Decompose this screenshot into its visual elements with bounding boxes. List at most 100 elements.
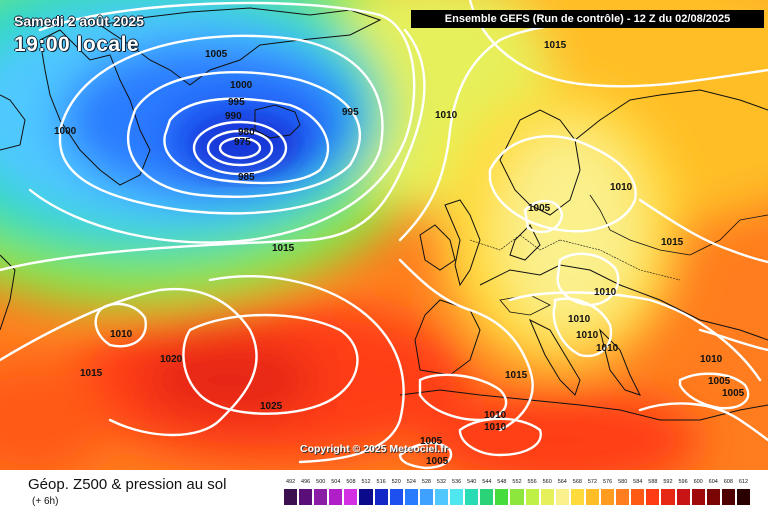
colorbar-label: 536 bbox=[452, 479, 462, 485]
copyright-text: Copyright © 2025 Meteociel.fr bbox=[300, 443, 448, 455]
colorbar-label: 592 bbox=[663, 479, 673, 485]
colorbar-swatch bbox=[601, 489, 615, 505]
colorbar-label: 568 bbox=[572, 479, 582, 485]
colorbar-label: 596 bbox=[678, 479, 688, 485]
colorbar-swatch bbox=[646, 489, 660, 505]
isobar-label: 1015 bbox=[544, 40, 567, 51]
isobar-label: 1025 bbox=[260, 401, 283, 412]
colorbar-swatch bbox=[631, 489, 645, 505]
pressure-labels: 1005 1000 995 990 980 975 985 995 1000 1… bbox=[54, 40, 745, 467]
colorbar-swatch bbox=[284, 489, 298, 505]
colorbar-label: 548 bbox=[497, 479, 507, 485]
isobar-label: 1010 bbox=[610, 182, 633, 193]
date-label: Samedi 2 août 2025 bbox=[14, 13, 144, 29]
isobar-label: 1005 bbox=[420, 436, 443, 447]
isobar-label: 1010 bbox=[594, 287, 617, 298]
colorbar-label: 600 bbox=[693, 479, 703, 485]
colorbar-swatch bbox=[480, 489, 494, 505]
colorbar-swatch bbox=[721, 489, 735, 505]
colorbar-label: 580 bbox=[618, 479, 628, 485]
colorbar-swatch bbox=[344, 489, 358, 505]
colorbar-swatch bbox=[419, 489, 433, 505]
isobar-label: 975 bbox=[234, 137, 251, 148]
model-run-title: Ensemble GEFS (Run de contrôle) - 12 Z d… bbox=[411, 10, 764, 28]
colorbar-swatch bbox=[314, 489, 328, 505]
colorbar-label: 572 bbox=[587, 479, 598, 485]
isobar-label: 1010 bbox=[576, 330, 599, 341]
colorbar-swatch bbox=[510, 489, 524, 505]
colorbar-label: 520 bbox=[391, 479, 401, 485]
isobar-label: 1000 bbox=[54, 126, 77, 137]
isobar-label: 1015 bbox=[661, 237, 684, 248]
isobar-label: 990 bbox=[225, 111, 242, 122]
colorbar-label: 556 bbox=[527, 479, 537, 485]
colorbar-swatch bbox=[465, 489, 479, 505]
colorbar-label: 532 bbox=[436, 479, 447, 485]
isobar-label: 1005 bbox=[205, 49, 228, 60]
isobar-label: 1010 bbox=[110, 329, 133, 340]
colorbar-label: 540 bbox=[467, 479, 477, 485]
isobar-label: 1005 bbox=[528, 203, 551, 214]
isobar-label: 1020 bbox=[160, 354, 183, 365]
isobar-label: 1010 bbox=[568, 314, 591, 325]
colorbar-label: 512 bbox=[361, 479, 371, 485]
isobar-label: 1015 bbox=[505, 370, 528, 381]
colorbar-label: 496 bbox=[301, 479, 311, 485]
colorbar-swatch bbox=[389, 489, 403, 505]
isobar-label: 1005 bbox=[708, 376, 731, 387]
colorbar-label: 608 bbox=[723, 479, 733, 485]
colorbar-swatch bbox=[359, 489, 373, 505]
colorbar-label: 584 bbox=[633, 479, 643, 485]
colorbar-label: 492 bbox=[285, 479, 296, 485]
colorbar-label: 516 bbox=[376, 479, 386, 485]
isobar-label: 1000 bbox=[230, 80, 253, 91]
isobar-label: 1010 bbox=[484, 422, 507, 433]
chart-title: Géop. Z500 & pression au sol bbox=[28, 476, 227, 493]
colorbar-swatch bbox=[525, 489, 539, 505]
colorbar-label: 544 bbox=[482, 479, 492, 485]
isobar-label: 1015 bbox=[272, 243, 295, 254]
colorbar-label: 560 bbox=[542, 479, 552, 485]
colorbar-label: 564 bbox=[557, 479, 567, 485]
colorbar-swatch bbox=[616, 489, 630, 505]
isobar-label: 1010 bbox=[596, 343, 619, 354]
colorbar-swatch bbox=[299, 489, 313, 505]
colorbar bbox=[283, 489, 751, 505]
isobar-label: 1005 bbox=[722, 388, 745, 399]
isobar-label: 980 bbox=[238, 127, 255, 138]
colorbar-swatch bbox=[540, 489, 554, 505]
isobars bbox=[0, 0, 768, 470]
colorbar-swatch bbox=[585, 489, 600, 505]
legend-footer: Géop. Z500 & pression au sol (+ 6h) 492 4… bbox=[0, 470, 768, 512]
colorbar-label: 588 bbox=[648, 479, 658, 485]
isobar-label: 985 bbox=[238, 172, 255, 183]
colorbar-label: 528 bbox=[421, 479, 431, 485]
isobar-label: 1010 bbox=[435, 110, 458, 121]
isobar-label: 995 bbox=[228, 97, 245, 108]
colorbar-swatch bbox=[434, 489, 449, 505]
colorbar-swatch bbox=[555, 489, 569, 505]
colorbar-swatch bbox=[570, 489, 584, 505]
colorbar-swatch bbox=[706, 489, 720, 505]
colorbar-swatch bbox=[736, 489, 750, 505]
isobar-label: 1010 bbox=[700, 354, 723, 365]
colorbar-swatch bbox=[404, 489, 418, 505]
colorbar-labels: 492 496 500 504 508 512 516 520 524 528 532 536 540 5… bbox=[283, 479, 751, 487]
colorbar-swatch bbox=[661, 489, 675, 505]
forecast-offset: (+ 6h) bbox=[32, 496, 59, 507]
colorbar-label: 604 bbox=[708, 479, 718, 485]
colorbar-swatch bbox=[676, 489, 690, 505]
geopotential-field bbox=[0, 0, 768, 470]
colorbar-swatch bbox=[495, 489, 509, 505]
colorbar-label: 576 bbox=[602, 479, 613, 485]
colorbar-swatch bbox=[691, 489, 705, 505]
colorbar-label: 504 bbox=[331, 479, 341, 485]
isobar-label: 1005 bbox=[426, 456, 449, 467]
isobar-label: 1015 bbox=[80, 368, 103, 379]
coastlines bbox=[0, 7, 768, 421]
isobar-label: 995 bbox=[342, 107, 359, 118]
colorbar-label: 552 bbox=[512, 479, 522, 485]
colorbar-label: 524 bbox=[406, 479, 416, 485]
isobar-label: 1010 bbox=[484, 410, 507, 421]
